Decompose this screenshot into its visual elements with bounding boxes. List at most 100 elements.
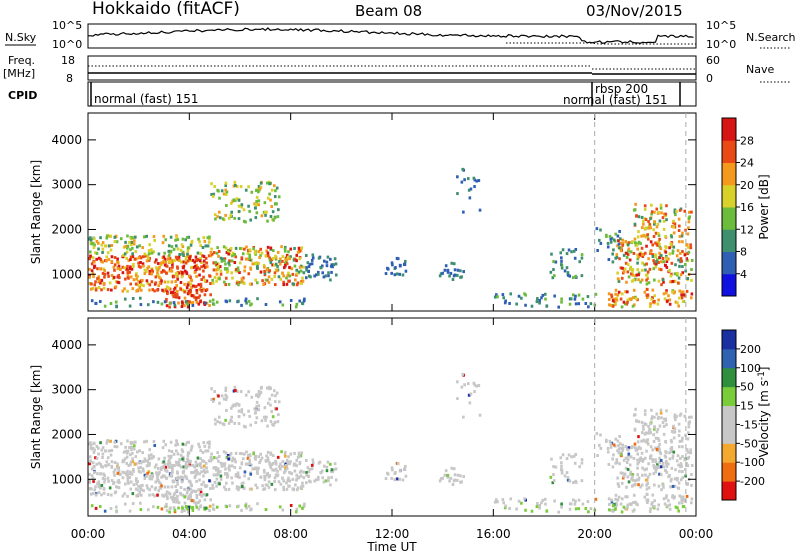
power-cell (659, 268, 663, 272)
power-cell (633, 303, 636, 307)
power-cell (247, 204, 250, 208)
power-cell (167, 260, 171, 264)
velocity-cell (560, 461, 563, 465)
cpid-segment-2: rbsp 200 (595, 82, 648, 96)
velocity-cell (641, 424, 645, 428)
velocity-cell (225, 472, 229, 476)
velocity-cell (626, 495, 629, 499)
velocity-cell (240, 452, 243, 456)
power-cell (157, 252, 161, 256)
power-cell (646, 270, 650, 274)
velocity-cell (639, 485, 642, 489)
power-cell (203, 293, 207, 297)
power-cell (97, 241, 100, 245)
power-cell (438, 274, 442, 278)
power-cell (313, 274, 316, 278)
power-cell (199, 285, 203, 289)
power-cell (637, 230, 640, 234)
velocity-cell (611, 457, 614, 461)
velocity-cell (304, 458, 308, 462)
velocity-cell (625, 456, 628, 460)
power-cell (276, 264, 279, 268)
velocity-cell (659, 408, 663, 412)
power-cell (172, 301, 176, 305)
power-cell (199, 282, 203, 286)
velocity-cell (139, 488, 143, 492)
power-cell (322, 275, 326, 279)
power-cell (295, 253, 299, 257)
velocity-cell (678, 445, 681, 449)
power-cell (544, 297, 547, 301)
power-cell (658, 267, 661, 271)
power-cell (577, 302, 581, 306)
power-cell (678, 240, 681, 244)
power-cell (273, 195, 277, 199)
velocity-cell (90, 487, 93, 491)
velocity-cell (189, 448, 193, 452)
velocity-cell (681, 445, 684, 449)
power-cell (645, 278, 648, 282)
power-cell (215, 251, 219, 255)
velocity-cell (398, 477, 402, 481)
velocity-cell (651, 458, 654, 462)
power-cell (680, 259, 683, 263)
velocity-cell (167, 491, 171, 495)
power-cell (135, 245, 139, 249)
power-cell (88, 257, 91, 261)
velocity-cell (541, 498, 545, 502)
power-cell (153, 260, 157, 264)
velocity-cell (678, 494, 682, 498)
velocity-cell (659, 452, 663, 456)
power-cell (243, 269, 246, 273)
velocity-cell (271, 415, 275, 419)
velocity-cell (211, 399, 215, 403)
velocity-cell (668, 507, 672, 511)
velocity-cell (653, 483, 656, 487)
velocity-cell (285, 458, 289, 462)
power-cell (136, 283, 140, 287)
power-cell (183, 304, 186, 308)
velocity-cell (135, 494, 138, 498)
velocity-cell (295, 477, 299, 481)
velocity-cell (131, 492, 135, 496)
power-cell (622, 253, 626, 257)
velocity-cell (307, 475, 311, 479)
power-cell (114, 234, 118, 238)
velocity-cell (259, 386, 263, 390)
power-cell (89, 287, 93, 291)
power-cell (637, 240, 641, 244)
power-cell (90, 269, 94, 273)
power-cell (90, 242, 94, 246)
velocity-cell (644, 473, 647, 477)
velocity-cell (680, 495, 683, 499)
power-cell (100, 243, 104, 247)
velocity-cell (265, 473, 269, 477)
velocity-cell (184, 505, 188, 509)
velocity-cell (240, 508, 243, 512)
power-cell (459, 275, 462, 279)
power-cell (550, 252, 553, 256)
velocity-cell (199, 462, 202, 466)
power-cell (580, 256, 584, 260)
power-cell (567, 248, 571, 252)
power-cell (678, 296, 681, 300)
velocity-cell (267, 480, 271, 484)
power-cell (402, 263, 406, 267)
power-cell (619, 266, 623, 270)
velocity-cell (609, 508, 613, 512)
velocity-cell (646, 438, 650, 442)
power-cell (180, 243, 184, 247)
power-cell (248, 282, 252, 286)
velocity-cell (404, 474, 408, 478)
velocity-cell (195, 493, 199, 497)
velocity-cell (681, 455, 684, 459)
velocity-cell (681, 476, 685, 480)
power-cell (222, 245, 226, 249)
velocity-cell (91, 492, 95, 496)
power-cell (278, 260, 281, 264)
velocity-cell (228, 453, 232, 457)
velocity-cell (475, 384, 479, 388)
power-cell (103, 272, 107, 276)
velocity-cell (637, 445, 641, 449)
power-cell (131, 296, 135, 300)
